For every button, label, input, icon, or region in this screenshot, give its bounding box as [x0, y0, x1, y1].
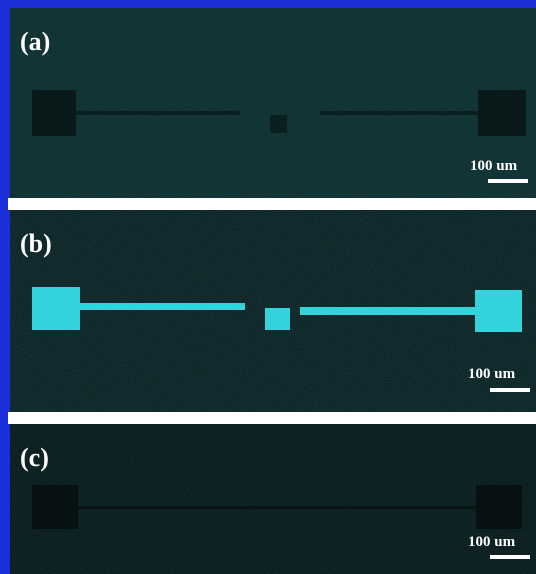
panel-label: (a) — [20, 27, 50, 56]
scale-bar — [490, 388, 530, 392]
scale-bar — [488, 179, 528, 183]
separator — [8, 198, 536, 210]
panel-c: (c) 100 um — [10, 424, 536, 574]
separator — [8, 412, 536, 424]
scale-label: 100 um — [470, 158, 518, 174]
panel-a: (a) 100 um — [10, 8, 536, 198]
scale-bar — [490, 555, 530, 559]
figure: (a) 100 um (b) 100 um (c) 100 um — [0, 0, 536, 574]
scale-label: 100 um — [468, 534, 516, 550]
panel-label: (c) — [20, 443, 49, 472]
scale-label: 100 um — [468, 366, 516, 382]
panel-b: (b) 100 um — [10, 210, 536, 412]
panel-label: (b) — [20, 229, 52, 258]
